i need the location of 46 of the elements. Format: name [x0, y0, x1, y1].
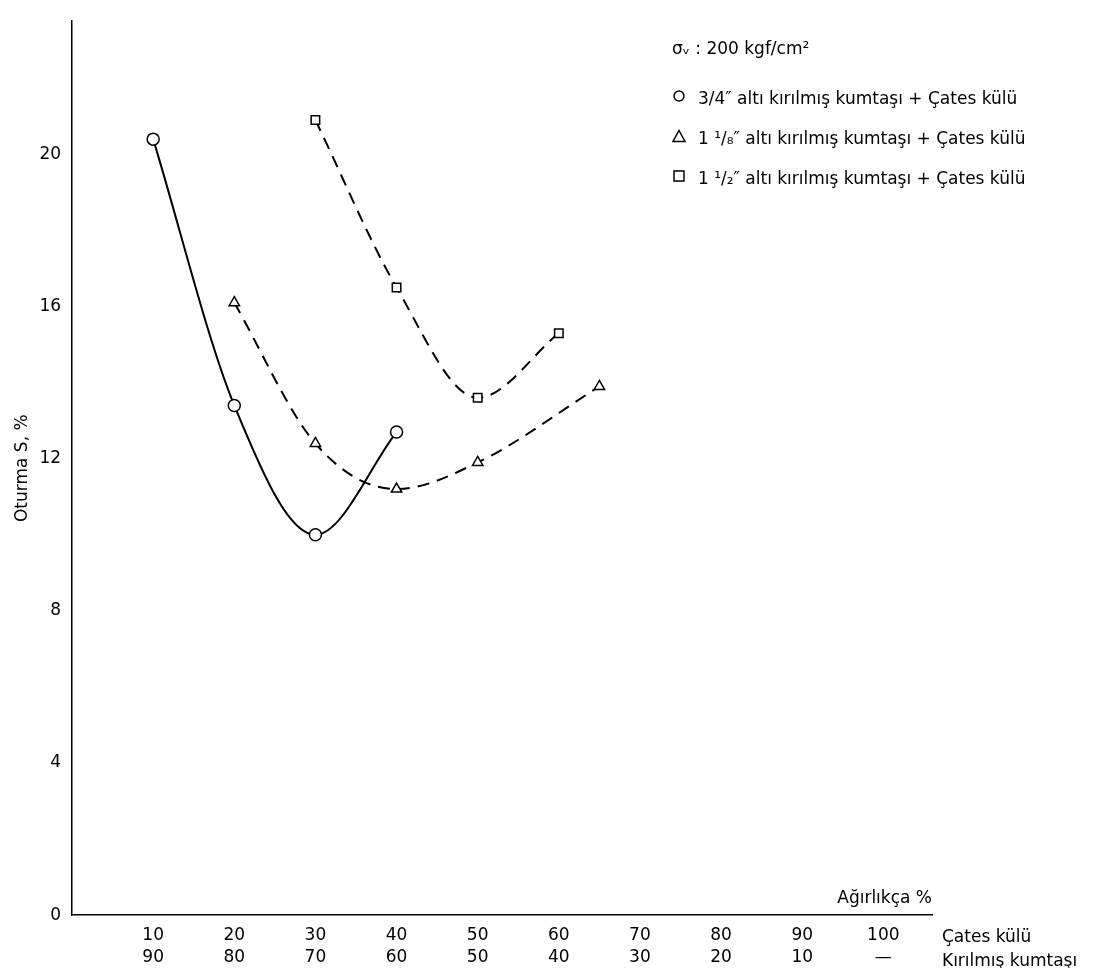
x2-tick-label: 40: [547, 946, 570, 967]
y-tick-label: 20: [39, 142, 62, 163]
legend-title: σᵥ : 200 kgf/cm²: [672, 38, 811, 58]
point: [228, 295, 241, 307]
point: [391, 282, 402, 293]
x-tick-label: 40: [385, 923, 408, 944]
point: [389, 425, 404, 439]
point: [471, 455, 484, 467]
legend-label: 1 ¹/₂″ altı kırılmış kumtaşı + Çates külü: [698, 167, 1026, 190]
y-axis-title: Oturma S, %: [10, 414, 31, 523]
legend-label: 1 ¹/₈″ altı kırılmış kumtaşı + Çates külü: [698, 127, 1026, 150]
x-tick-label: 30: [304, 923, 327, 944]
x-tick-label: 100: [867, 923, 900, 944]
y-tick-label: 8: [50, 599, 62, 620]
legend-label: 3/4″ altı kırılmış kumtaşı + Çates külü: [698, 87, 1018, 110]
y-tick-label: 16: [39, 294, 62, 315]
point: [390, 482, 403, 493]
point: [593, 379, 606, 391]
x2-tick-label: —: [874, 946, 892, 967]
x2-tick-label: 50: [466, 946, 489, 967]
x2-tick-label: 90: [142, 946, 164, 967]
x-tick-label: 90: [791, 923, 814, 944]
x2-tick-label: 70: [304, 946, 327, 967]
x-tick-label: 50: [466, 923, 489, 944]
point: [310, 115, 321, 126]
x-tick-label: 10: [142, 923, 164, 944]
x-tick-label: 20: [223, 923, 246, 944]
point: [309, 436, 322, 448]
x2-tick-label: 60: [385, 946, 408, 967]
x2-tick-label: 80: [223, 946, 246, 967]
x-tick-label: 70: [629, 923, 651, 944]
point: [308, 528, 323, 542]
point: [553, 328, 564, 339]
x2-tick-label: 30: [629, 946, 651, 967]
x-tick-label: 60: [547, 923, 570, 944]
point: [146, 132, 160, 146]
x2-tick-label: 20: [710, 946, 732, 967]
x2-tick-label: 10: [791, 946, 814, 967]
text: Çates külü: [942, 926, 1032, 947]
point: [227, 398, 242, 413]
point: [472, 392, 483, 403]
y-tick-label: 12: [39, 447, 62, 468]
y-tick-label: 4: [50, 751, 62, 772]
x-axis-title: Ağırlıkça %: [837, 887, 932, 908]
y-tick-label: 0: [50, 903, 62, 924]
x-tick-label: 80: [710, 923, 732, 944]
